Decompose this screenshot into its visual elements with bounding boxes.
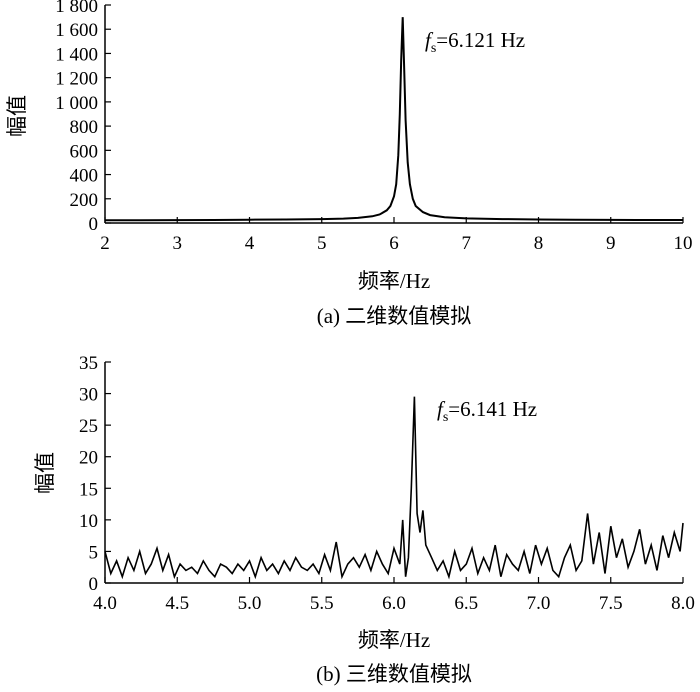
y-tick-label: 0	[89, 214, 99, 235]
y-tick-label: 35	[79, 353, 98, 374]
panel-a-y-tick-labels: 0 200 400 600 800 1 000 1 200 1 400 1 600 1 800	[55, 0, 98, 235]
y-tick-label: 200	[70, 190, 99, 211]
x-tick-label: 6.5	[454, 593, 478, 614]
panel-a-tick-marks	[104, 4, 684, 224]
x-tick-label: 4.0	[93, 593, 117, 614]
y-tick-label: 30	[79, 385, 98, 406]
x-tick-label: 7	[462, 233, 472, 254]
y-tick-label: 1 600	[55, 20, 98, 41]
y-tick-label: 0	[89, 574, 99, 595]
panel-a-annotation: fs=6.121 Hz	[425, 28, 525, 56]
x-tick-label: 5	[317, 233, 327, 254]
panel-a-spectrum-line	[104, 17, 683, 222]
x-tick-label: 8	[534, 233, 544, 254]
panel-b-caption: (b) 三维数值模拟	[316, 662, 472, 686]
panel-a-2d-simulation: 2 3 4 5 6 7 8 9 10 0 200 400 600 800 1 000 1 200 1 400 1…	[5, 0, 693, 328]
x-tick-label: 4.5	[165, 593, 189, 614]
x-tick-label: 7.5	[599, 593, 623, 614]
panel-b-3d-simulation: 4.0 4.5 5.0 5.5 6.0 6.5 7.0 7.5 8.0 0 5 10 15 20 25 30…	[33, 353, 695, 686]
x-tick-label: 10	[674, 233, 693, 254]
x-tick-label: 8.0	[671, 593, 695, 614]
y-tick-label: 400	[70, 166, 99, 187]
panel-b-y-tick-labels: 0 5 10 15 20 25 30 35	[79, 353, 98, 595]
panel-a-x-tick-labels: 2 3 4 5 6 7 8 9 10	[100, 233, 692, 254]
y-tick-label: 1 000	[55, 93, 98, 114]
y-tick-label: 600	[70, 141, 99, 162]
y-tick-label: 1 800	[55, 0, 98, 17]
x-tick-label: 2	[100, 233, 110, 254]
y-tick-label: 10	[79, 511, 98, 532]
panel-a-y-axis-label: 幅值	[5, 95, 29, 137]
x-tick-label: 5.0	[238, 593, 262, 614]
y-tick-label: 25	[79, 416, 98, 437]
y-tick-label: 800	[70, 117, 99, 138]
y-tick-label: 1 200	[55, 69, 98, 90]
panel-b-x-tick-labels: 4.0 4.5 5.0 5.5 6.0 6.5 7.0 7.5 8.0	[93, 593, 695, 614]
x-tick-label: 6	[389, 233, 399, 254]
y-tick-label: 1 400	[55, 44, 98, 65]
x-tick-label: 5.5	[310, 593, 334, 614]
panel-b-y-axis-label: 幅值	[33, 452, 57, 494]
x-tick-label: 9	[606, 233, 616, 254]
panel-a-x-axis-label: 频率/Hz	[358, 269, 430, 293]
panel-b-annotation: fs=6.141 Hz	[437, 397, 537, 425]
y-tick-label: 5	[89, 542, 99, 563]
panel-b-spectrum-line	[104, 396, 684, 580]
x-tick-label: 7.0	[527, 593, 551, 614]
x-tick-label: 6.0	[382, 593, 406, 614]
y-tick-label: 15	[79, 479, 98, 500]
panel-b-x-axis-label: 频率/Hz	[358, 628, 430, 652]
y-tick-label: 20	[79, 448, 98, 469]
x-tick-label: 4	[245, 233, 255, 254]
x-tick-label: 3	[173, 233, 183, 254]
panel-a-caption: (a) 二维数值模拟	[317, 304, 472, 328]
